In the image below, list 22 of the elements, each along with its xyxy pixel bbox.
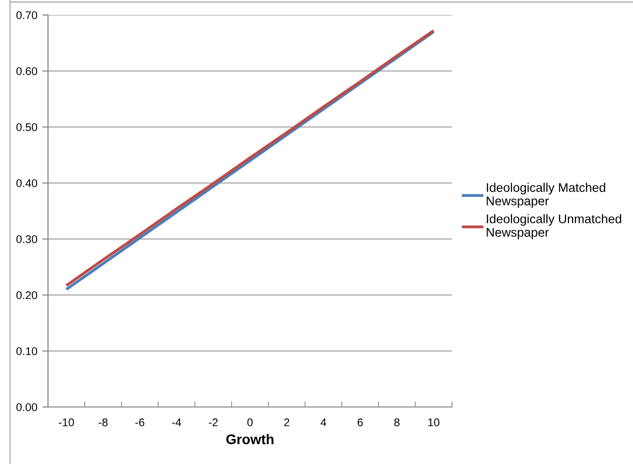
y-tick-label: 0.10: [16, 347, 38, 356]
x-axis-title: Growth: [226, 434, 274, 444]
x-tick-label: 8: [394, 418, 400, 426]
y-tick-label: 0.20: [16, 291, 38, 300]
legend-label: Ideologically Matched Newspaper: [486, 182, 606, 208]
legend-label: Ideologically Unmatched Newspaper: [486, 214, 622, 240]
x-tick-label: -6: [135, 418, 144, 426]
x-tick-label: 4: [320, 418, 326, 426]
x-tick-label: -4: [172, 418, 182, 426]
x-tick-label: -10: [58, 418, 74, 426]
y-tick-label: 0.70: [16, 11, 38, 20]
y-tick-label: 0.60: [16, 67, 38, 76]
y-tick-label: 0.00: [16, 403, 38, 412]
y-tick-label: 0.40: [16, 179, 38, 188]
y-tick-label: 0.30: [16, 235, 38, 244]
x-tick-label: -8: [98, 418, 108, 426]
x-tick-label: 6: [358, 418, 363, 426]
y-tick-label: 0.50: [16, 123, 38, 132]
x-tick-label: 10: [428, 418, 440, 426]
x-tick-label: -2: [208, 418, 218, 426]
x-tick-label: 0: [247, 418, 253, 426]
x-tick-label: 2: [284, 418, 290, 426]
